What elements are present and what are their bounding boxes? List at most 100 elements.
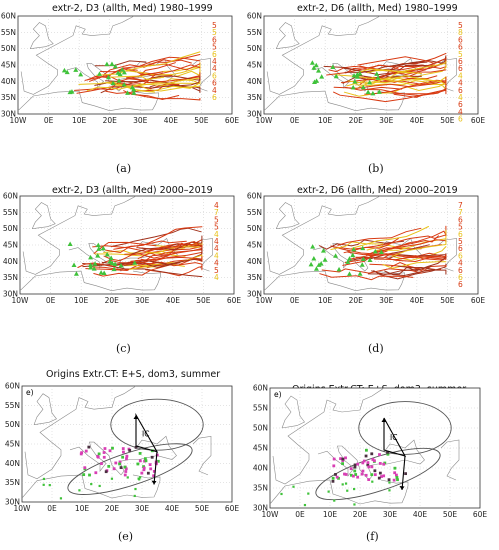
track-line	[123, 54, 201, 69]
track-line	[393, 76, 447, 98]
track-count-label: 4	[214, 259, 219, 268]
lat-tick-label: 60N	[5, 382, 20, 391]
coast-caspian	[438, 238, 457, 272]
origin-dot	[133, 494, 136, 498]
track-line	[319, 239, 405, 250]
track-count-label: 5	[458, 223, 463, 232]
origin-marker	[73, 67, 79, 72]
lat-tick-label: 40N	[247, 77, 262, 86]
track-line	[391, 239, 447, 257]
origin-marker	[88, 254, 94, 260]
origin-dot	[84, 449, 88, 453]
lon-tick-label: 10W	[14, 504, 32, 513]
origin-marker	[313, 266, 319, 271]
lon-tick-label: 30E	[135, 296, 150, 305]
track-line	[126, 72, 201, 84]
lon-tick-label: 20E	[349, 116, 364, 125]
lat-tick-label: 50N	[247, 44, 262, 53]
origin-dot	[335, 475, 339, 479]
origin-marker	[367, 257, 373, 262]
lon-tick-label: 0E	[295, 510, 305, 519]
track-count-label: 4	[458, 259, 463, 268]
track-count-label: 6	[458, 273, 463, 282]
track-count-label: 5	[214, 215, 219, 224]
origin-dot	[367, 478, 371, 481]
lat-tick-label: 50N	[3, 224, 18, 233]
lat-tick-label: 35N	[247, 93, 262, 102]
origin-dot	[331, 476, 335, 480]
track-line	[384, 269, 447, 277]
origin-marker	[370, 90, 376, 96]
origin-dot	[143, 459, 146, 463]
lon-tick-label: 50E	[440, 116, 455, 125]
origin-marker	[73, 271, 79, 276]
origin-dot	[143, 457, 147, 461]
lat-tick-label: 30N	[5, 498, 20, 507]
track-count-label: 4	[458, 79, 463, 88]
panel-e: Origins Extr.CT: E+S, dom3, summer 60N 55…	[0, 364, 250, 550]
lat-tick-label: 35N	[247, 273, 262, 282]
origin-marker	[308, 261, 314, 267]
lat-tick-label: 60N	[1, 12, 16, 21]
origin-marker	[95, 242, 101, 248]
track-line	[351, 226, 429, 249]
lat-tick-label: 45N	[247, 61, 262, 70]
lat-tick-label: 30N	[247, 290, 262, 299]
origin-marker	[347, 256, 353, 261]
origin-dot	[341, 457, 345, 461]
track-count-label: 5	[214, 266, 219, 275]
lat-tick-label: 40N	[247, 257, 262, 266]
track-line	[78, 81, 199, 88]
lon-tick-label: 60E	[471, 296, 486, 305]
origin-dot	[307, 492, 310, 495]
lat-tick-label: 30N	[247, 110, 262, 119]
origin-dot	[349, 473, 353, 477]
origin-dot	[356, 475, 360, 479]
coast-britain	[33, 393, 57, 425]
coast-caspian	[192, 435, 212, 476]
origin-dot	[144, 459, 148, 463]
coast-anatolia	[377, 270, 405, 276]
origin-marker	[78, 71, 84, 77]
origin-dot	[353, 503, 356, 506]
origin-dot	[125, 457, 128, 461]
track-line	[110, 227, 202, 247]
origin-marker	[69, 89, 75, 94]
origin-dot	[344, 456, 347, 460]
origin-dot	[387, 478, 391, 482]
track-count-label: 6	[458, 115, 463, 124]
origin-dot	[339, 457, 342, 461]
origin-marker	[105, 74, 111, 80]
lon-tick-label: 40E	[413, 510, 428, 519]
track-line	[395, 254, 447, 261]
lat-tick-label: 40N	[253, 464, 268, 473]
panel-title: extr-2, D3 (allth, Med) 2000–2019	[52, 185, 213, 196]
coast-south	[21, 474, 161, 499]
origin-dot	[370, 452, 374, 456]
track-count-label: 6	[212, 71, 217, 80]
coastlines	[263, 15, 457, 112]
lon-tick-label: 30E	[133, 116, 148, 125]
origin-dot	[327, 490, 330, 493]
track-line	[137, 249, 203, 260]
track-line	[334, 74, 447, 82]
origin-dot	[362, 459, 366, 463]
origin-dot	[360, 472, 364, 476]
lon-tick-label: 10E	[318, 296, 333, 305]
origin-marker	[351, 246, 357, 252]
track-count-label: 5	[458, 21, 463, 30]
arrow-head	[151, 480, 157, 485]
origin-dot	[333, 499, 336, 502]
origin-marker	[109, 61, 115, 67]
origin-marker	[101, 270, 107, 275]
lon-tick-label: 10W	[10, 116, 28, 125]
origin-dot	[388, 481, 391, 484]
track-line	[340, 64, 435, 84]
coast-south	[19, 270, 161, 292]
track-count-label: 4	[458, 107, 463, 116]
lat-tick-label: 50N	[247, 224, 262, 233]
origin-marker	[316, 68, 322, 73]
lat-tick-label: 55N	[5, 401, 20, 410]
origin-dot	[352, 474, 355, 478]
origin-marker	[365, 89, 371, 95]
